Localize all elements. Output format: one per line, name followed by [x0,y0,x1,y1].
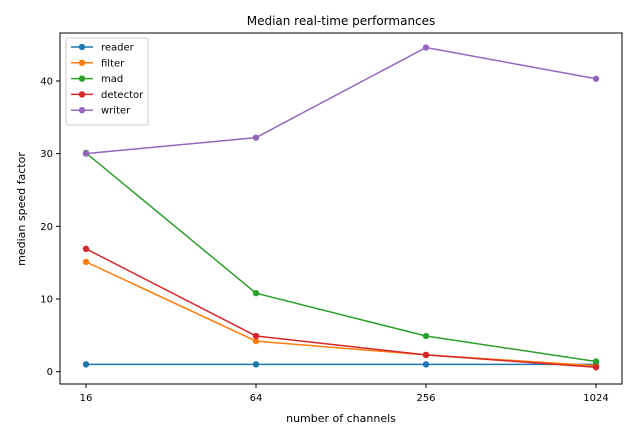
data-point-filter [252,337,260,345]
x-tick-label: 1024 [583,393,608,404]
y-axis-label: median speed factor [15,152,28,266]
legend-label: detector [101,90,144,101]
legend: reader filter mad detector writer [65,37,149,126]
legend-frame [65,37,149,126]
data-point-detector [252,332,260,340]
legend-label: writer [101,106,131,117]
legend-marker [78,75,86,82]
legend-marker [78,107,86,114]
y-axis: 0 10 20 30 40 [40,76,60,378]
x-axis-label: number of channels [286,412,396,425]
y-tick-label: 0 [47,367,53,378]
legend-label: filter [101,58,125,69]
data-point-mad [592,358,600,365]
data-point-reader [422,361,430,368]
series-line-detector [85,248,597,369]
x-tick-label: 16 [80,393,93,404]
legend-entry-writer: writer [71,106,131,117]
series-layer [82,44,600,371]
data-point-detector [592,364,600,371]
y-tick-label: 20 [40,222,53,233]
legend-marker [78,43,86,51]
series-mad [82,149,600,365]
data-point-filter [82,258,90,266]
y-tick-label: 10 [40,294,53,305]
data-point-writer [592,75,600,82]
legend-marker [78,91,86,98]
data-point-writer [422,44,430,51]
series-writer [82,44,600,157]
data-point-reader [252,361,260,368]
plot-area [59,32,623,385]
data-point-mad [252,289,260,297]
data-point-detector [422,351,430,359]
data-point-detector [82,245,90,253]
legend-entry-reader: reader [71,43,135,54]
series-line-mad [85,152,597,363]
y-tick-label: 40 [40,76,53,87]
y-tick-label: 30 [40,149,53,160]
legend-marker [78,59,86,66]
x-axis: 16 64 256 1024 [80,384,609,404]
x-tick-label: 64 [250,393,263,404]
data-point-reader [82,361,90,368]
legend-label: reader [101,43,135,54]
series-detector [82,245,600,371]
series-line-writer [85,46,597,155]
chart-title: Median real-time performances [247,14,436,28]
legend-entry-detector: detector [71,90,144,101]
data-point-writer [82,150,90,157]
data-point-writer [252,134,260,141]
x-tick-label: 256 [416,393,435,404]
legend-entry-mad: mad [71,74,123,85]
legend-entry-filter: filter [71,58,125,69]
legend-label: mad [101,74,123,85]
data-point-mad [422,332,430,340]
